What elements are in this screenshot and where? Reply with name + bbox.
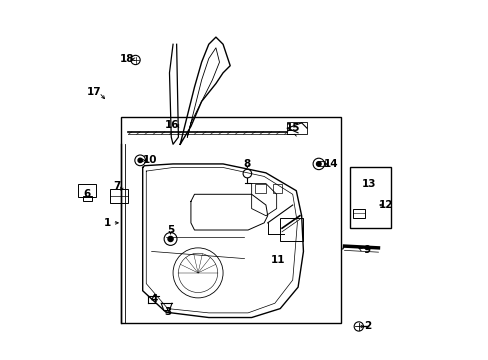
Bar [83, 196, 91, 202]
Text: 1: 1 [103, 218, 110, 228]
Text: 2: 2 [364, 321, 370, 332]
Bar [287, 122, 306, 134]
Text: 13: 13 [361, 179, 375, 189]
Bar [349, 167, 390, 228]
Bar [353, 208, 364, 217]
Text: 12: 12 [378, 200, 392, 210]
Circle shape [138, 158, 142, 162]
Text: 15: 15 [285, 123, 300, 133]
Bar [110, 189, 127, 203]
Bar [121, 117, 340, 323]
Circle shape [316, 162, 321, 166]
Bar [280, 217, 303, 241]
Bar [317, 161, 324, 166]
Bar [255, 184, 265, 193]
Circle shape [168, 237, 173, 242]
Text: 5: 5 [166, 225, 174, 235]
Text: 4: 4 [150, 294, 158, 303]
Text: 3: 3 [164, 307, 171, 317]
Text: 14: 14 [323, 159, 338, 169]
Text: 10: 10 [142, 156, 157, 165]
Bar [272, 184, 282, 193]
Bar [78, 184, 96, 197]
Text: 17: 17 [86, 87, 101, 98]
Text: 6: 6 [83, 189, 90, 199]
Text: 8: 8 [243, 159, 250, 169]
Text: 18: 18 [120, 54, 134, 64]
Text: 16: 16 [165, 120, 179, 130]
Text: 11: 11 [271, 255, 285, 265]
Text: 9: 9 [363, 245, 370, 255]
Text: 7: 7 [113, 181, 121, 192]
